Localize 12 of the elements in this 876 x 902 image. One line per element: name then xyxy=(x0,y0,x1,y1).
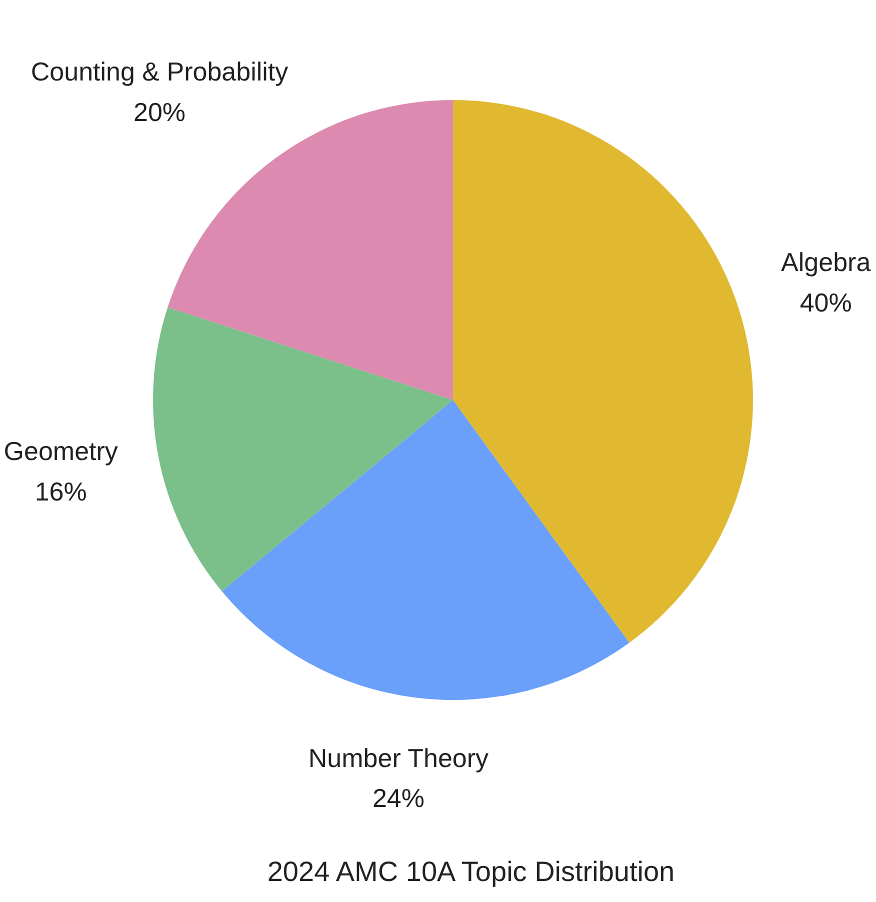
pie-slice xyxy=(222,400,630,700)
slice-label: Algebra xyxy=(781,247,872,278)
data-label: 20% xyxy=(133,96,186,127)
text: 2024 AMC 10A Topic Distribution xyxy=(266,855,676,889)
pie-slice xyxy=(154,307,453,592)
slice-label: Number Theory xyxy=(308,742,489,773)
slice-label: Geometry xyxy=(4,436,118,466)
slice-label: Counting & Probability xyxy=(30,56,288,87)
data-label: 24% xyxy=(372,783,425,814)
data-label: 40% xyxy=(800,287,852,318)
pie-slice xyxy=(453,100,752,643)
data-label: 16% xyxy=(34,476,87,507)
